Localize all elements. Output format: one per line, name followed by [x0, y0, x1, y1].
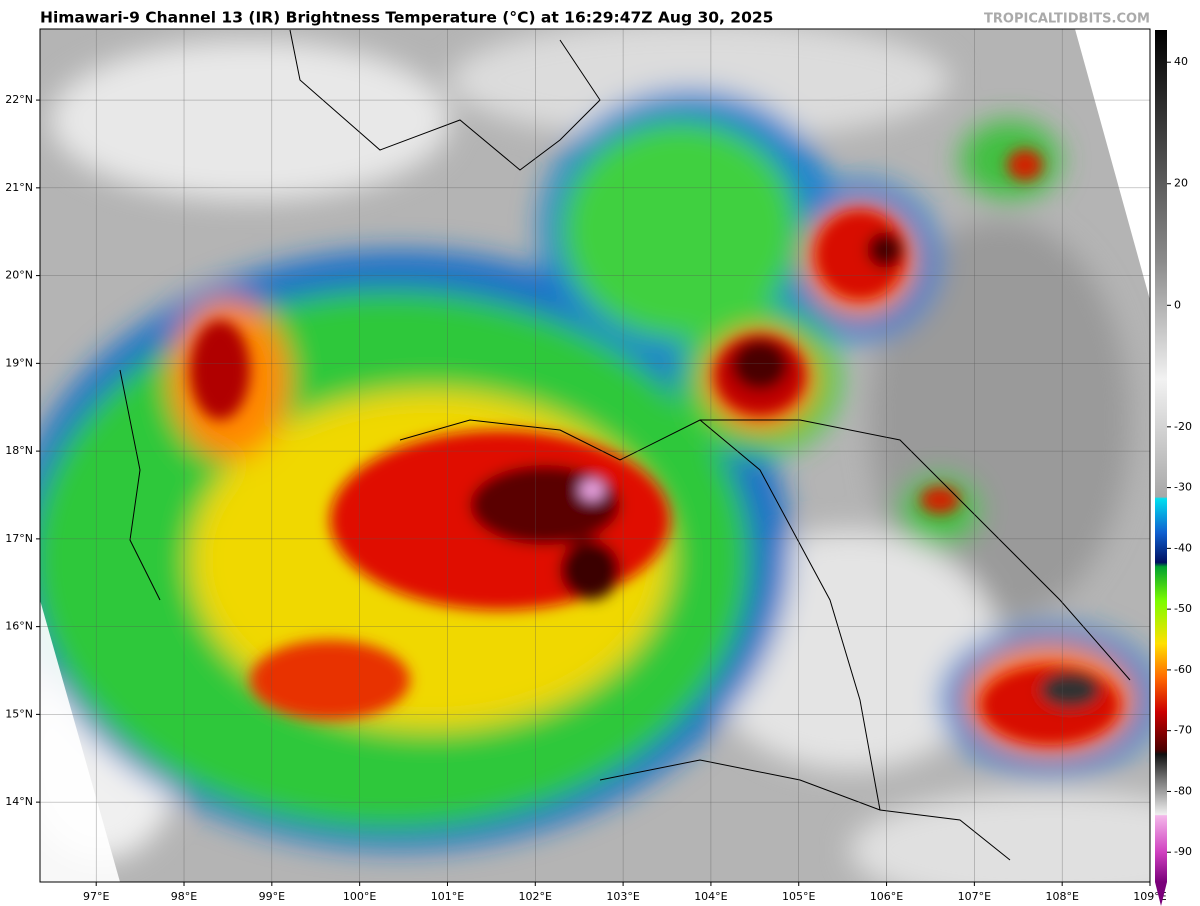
colorbar-tick-label: 20 — [1174, 177, 1188, 190]
colorbar-tick-label: -60 — [1174, 663, 1192, 676]
title: Himawari-9 Channel 13 (IR) Brightness Te… — [40, 9, 773, 27]
colorbar-tick-label: -20 — [1174, 420, 1192, 433]
colorbar-tick-label: -50 — [1174, 602, 1192, 615]
lat-tick-label: 21°N — [5, 181, 33, 194]
lon-tick-label: 100°E — [343, 890, 376, 903]
lon-tick-label: 99°E — [259, 890, 285, 903]
lon-tick-label: 101°E — [431, 890, 464, 903]
lon-tick-label: 105°E — [782, 890, 815, 903]
colorbar-tick-label: 40 — [1174, 55, 1188, 68]
lat-tick-label: 17°N — [5, 532, 33, 545]
lat-tick-label: 19°N — [5, 356, 33, 369]
lat-tick-label: 20°N — [5, 269, 33, 282]
lon-tick-label: 108°E — [1045, 890, 1078, 903]
lon-tick-label: 104°E — [694, 890, 727, 903]
colorbar-tick-label: -90 — [1174, 845, 1192, 858]
lat-tick-label: 15°N — [5, 707, 33, 720]
lon-tick-label: 98°E — [171, 890, 197, 903]
map-frame — [39, 28, 1151, 883]
lon-tick-label: 102°E — [519, 890, 552, 903]
colorbar-tick-label: -70 — [1174, 724, 1192, 737]
colorbar-tick-label: 0 — [1174, 298, 1181, 311]
lon-tick-label: 97°E — [83, 890, 109, 903]
lon-tick-label: 107°E — [958, 890, 991, 903]
graticule: 97°E 98°E 99°E 100°E 101°E 102°E 103°E 104°E 105… — [5, 29, 1167, 903]
colorbar-ticks: 40 20 0 -20 -30 -40 -50 -60 -70 -80 -90 — [1167, 55, 1192, 858]
lat-tick-label: 22°N — [5, 93, 33, 106]
colorbar-tick-label: -40 — [1174, 541, 1192, 554]
lat-tick-label: 18°N — [5, 444, 33, 457]
satellite-image — [40, 29, 1150, 882]
lon-tick-label: 103°E — [606, 890, 639, 903]
colorbar-extend-low — [1155, 882, 1167, 906]
colorbar-tick-label: -30 — [1174, 481, 1192, 494]
lat-tick-label: 14°N — [5, 795, 33, 808]
watermark: TROPICALTIDBITS.COM — [984, 12, 1150, 27]
colorbar — [1155, 30, 1167, 882]
lat-tick-label: 16°N — [5, 620, 33, 633]
colorbar-tick-label: -80 — [1174, 784, 1192, 797]
lon-tick-label: 106°E — [870, 890, 903, 903]
